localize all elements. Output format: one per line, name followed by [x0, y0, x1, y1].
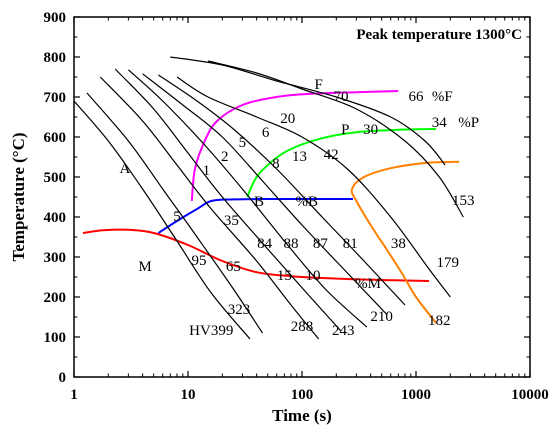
x-axis-label: Time (s) [272, 406, 332, 425]
chart-title: Peak temperature 1300°C [356, 27, 522, 43]
annotation-label: 153 [452, 193, 475, 209]
annotation-label: 38 [391, 236, 406, 252]
annotation-label: 15 [277, 268, 292, 284]
y-tick-label: 700 [44, 90, 67, 106]
y-tick-label: 500 [44, 170, 67, 186]
annotation-label: 182 [428, 313, 451, 329]
annotation-label: 210 [370, 309, 393, 325]
annotation-label: 6 [262, 125, 270, 141]
annotation-label: 20 [280, 111, 295, 127]
cooling-curve-line [86, 92, 263, 334]
transformation-end-line [350, 160, 460, 324]
annotation-label: B [254, 194, 264, 210]
annotation-label: F [314, 77, 322, 93]
y-tick-label: 100 [44, 330, 67, 346]
x-tick-label: 1000 [401, 387, 431, 403]
y-tick-label: 600 [44, 130, 67, 146]
cooling-curve-line [99, 76, 320, 340]
annotation-label: 323 [228, 302, 251, 318]
annotation-label: 13 [292, 149, 307, 165]
annotation-label: 10 [306, 268, 321, 284]
y-tick-label: 800 [44, 50, 67, 66]
annotation-label: 65 [226, 259, 241, 275]
annotation-label: 87 [313, 236, 329, 252]
bainite-start-line [157, 197, 353, 234]
annotation-label: %M [355, 276, 381, 292]
x-tick-label: 1 [70, 387, 78, 403]
annotation-label: 42 [324, 147, 339, 163]
annotation-label: 95 [192, 253, 207, 269]
martensite-start-line [82, 228, 430, 282]
annotation-label: %P [458, 115, 479, 131]
annotation-label: 5 [239, 135, 247, 151]
annotation-label: 88 [283, 236, 298, 252]
y-tick-label: 0 [59, 370, 67, 386]
annotation-label: 8 [272, 156, 280, 172]
annotation-label: P [341, 122, 349, 138]
annotation-label: 84 [257, 236, 273, 252]
y-tick-label: 200 [44, 290, 67, 306]
cooling-curve-line [142, 73, 388, 316]
annotation-label: 1 [203, 163, 211, 179]
annotation-label: HV399 [189, 323, 233, 339]
cooling-curve-line [127, 69, 368, 328]
x-tick-label: 100 [291, 387, 314, 403]
annotation-label: 243 [332, 323, 355, 339]
y-tick-label: 400 [44, 210, 67, 226]
annotation-label: 35 [224, 213, 239, 229]
annotation-label: M [138, 259, 151, 275]
annotation-label: 5 [173, 209, 181, 225]
cooling-curve-line [170, 56, 446, 166]
annotation-label: 30 [363, 122, 378, 138]
cooling-curve-line [207, 60, 464, 218]
annotation-label: %F [432, 89, 453, 105]
cooling-curve-line [176, 76, 451, 298]
annotation-label: 288 [291, 319, 314, 335]
cooling-curve-line [114, 68, 342, 332]
x-tick-label: 10 [181, 387, 196, 403]
annotation-label: 70 [334, 89, 349, 105]
annotation-label: 66 [409, 89, 425, 105]
cooling-curve-line [158, 74, 406, 306]
y-tick-label: 300 [44, 250, 67, 266]
annotation-label: 81 [343, 236, 358, 252]
y-tick-label: 900 [44, 10, 67, 26]
ferrite-start-line [190, 90, 399, 202]
cooling-curve-line [73, 100, 251, 340]
annotation-label: 2 [221, 149, 229, 165]
annotation-label: 34 [432, 115, 448, 131]
y-axis-label: Temperature (°C) [9, 132, 28, 261]
x-tick-label: 10000 [511, 387, 549, 403]
annotation-label: A [120, 161, 131, 177]
annotation-label: %B [295, 194, 318, 210]
annotation-label: 179 [437, 255, 460, 271]
